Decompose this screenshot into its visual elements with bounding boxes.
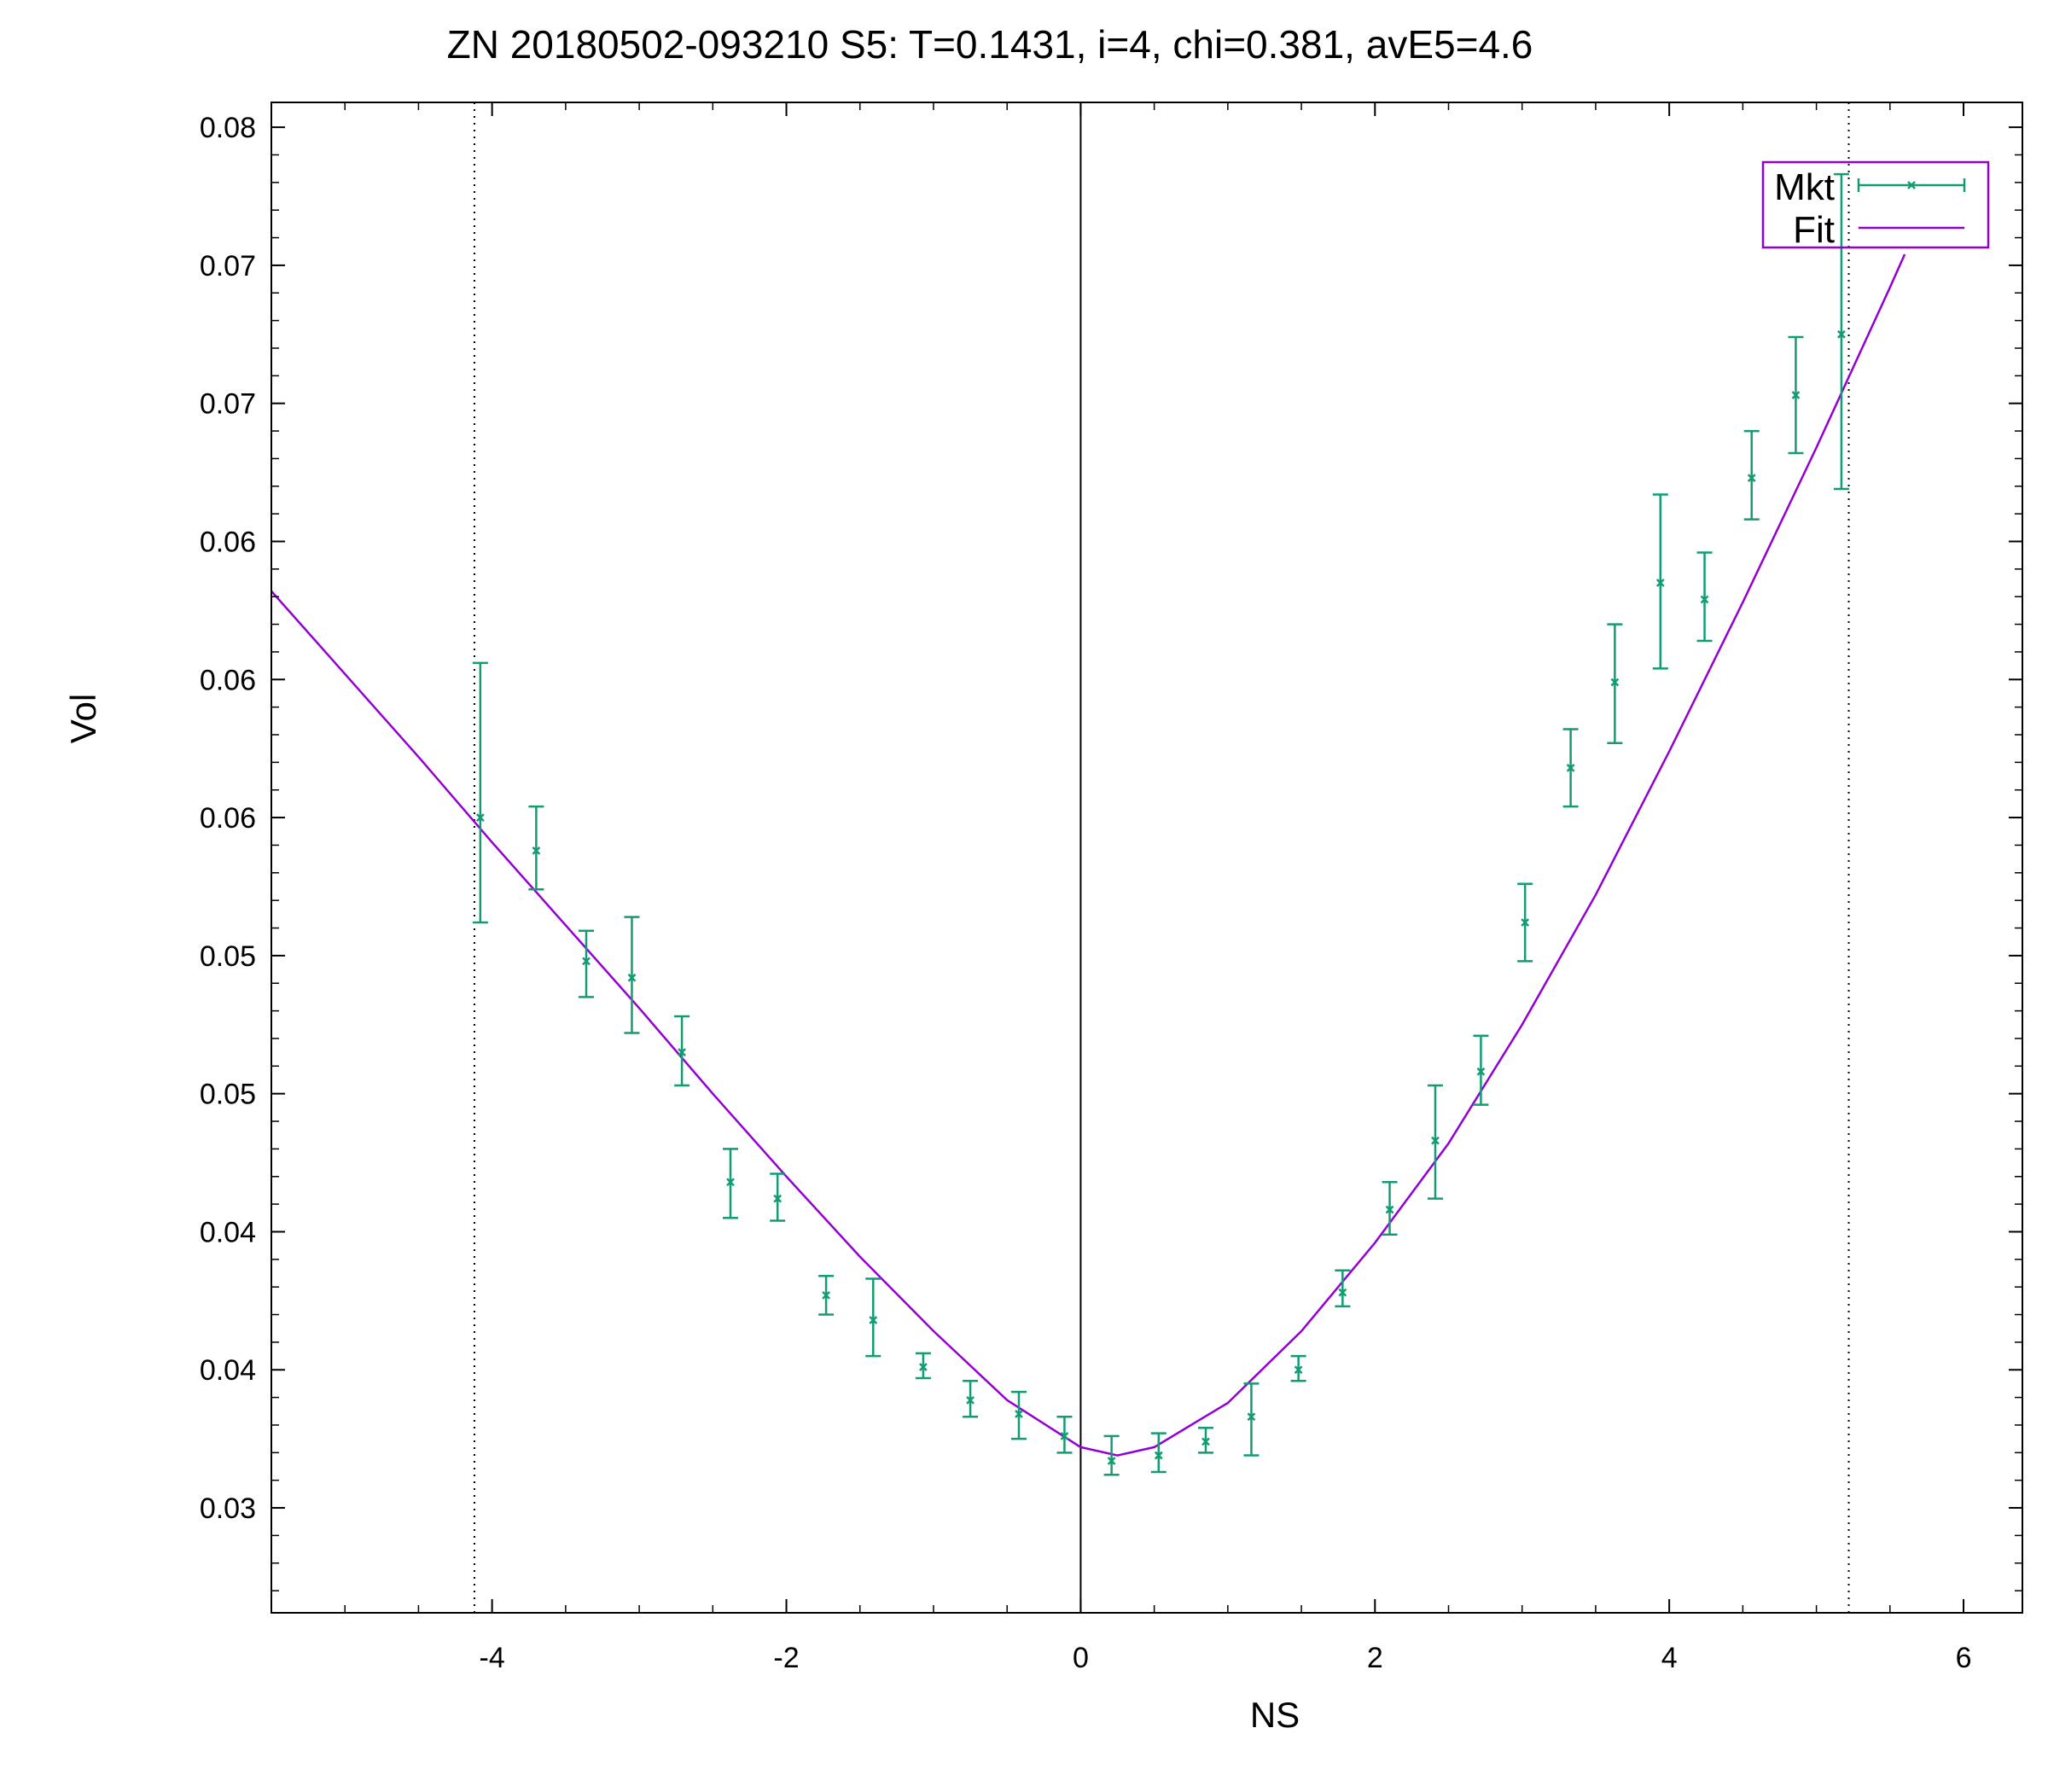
point-marker-b — [1431, 1136, 1440, 1145]
data-point — [528, 805, 544, 891]
plot-frame — [271, 102, 2023, 1614]
data-point — [1696, 551, 1713, 643]
point-marker-b — [1566, 763, 1575, 772]
data-point — [1833, 172, 1849, 491]
point-marker-b — [1791, 391, 1801, 399]
y-tick-label: 0.07 — [200, 388, 256, 421]
point-marker-b — [1060, 1432, 1069, 1440]
data-point — [1243, 1382, 1260, 1457]
point-marker-b — [1338, 1288, 1347, 1297]
data-point — [1382, 1180, 1398, 1236]
legend-mkt-marker-b — [1907, 181, 1916, 189]
point-marker-b — [1837, 329, 1846, 339]
x-tick-label: -2 — [773, 1642, 799, 1674]
point-marker-b — [1610, 678, 1620, 687]
x-axis-label: NS — [1250, 1695, 1300, 1735]
fit-layer — [271, 253, 1906, 1457]
point-marker-b — [726, 1178, 735, 1187]
point-marker-b — [1154, 1451, 1163, 1460]
point-marker-b — [532, 847, 541, 855]
point-marker-b — [1655, 579, 1665, 587]
market-points-layer — [472, 172, 1849, 1476]
point-marker-b — [966, 1395, 975, 1405]
y-tick-label: 0.07 — [200, 250, 256, 282]
y-tick-label: 0.03 — [200, 1492, 256, 1525]
point-marker-b — [1476, 1067, 1486, 1076]
point-marker-b — [919, 1363, 928, 1371]
data-point — [1427, 1084, 1443, 1200]
y-tick-label: 0.05 — [200, 1079, 256, 1111]
y-tick-label: 0.06 — [200, 526, 256, 558]
data-point — [1788, 335, 1804, 455]
x-tick-label: 6 — [1956, 1642, 1972, 1674]
point-marker-b — [582, 957, 591, 966]
point-marker-b — [1521, 918, 1530, 927]
legend-box — [1761, 160, 1990, 249]
y-tick-label: 0.04 — [200, 1354, 256, 1387]
point-marker-b — [1247, 1412, 1256, 1422]
data-point — [1010, 1390, 1027, 1440]
point-marker-b — [678, 1048, 686, 1057]
data-point — [624, 916, 640, 1034]
x-tick-label: -4 — [480, 1642, 505, 1674]
data-point — [1473, 1034, 1489, 1106]
point-marker-b — [475, 813, 485, 822]
point-marker-b — [1294, 1365, 1303, 1375]
legend: Mkt Fit — [1761, 160, 1990, 251]
data-point — [1290, 1354, 1306, 1382]
y-axis-label: Vol — [63, 694, 103, 743]
data-point — [1607, 623, 1623, 744]
data-point — [770, 1172, 786, 1222]
y-tick-label: 0.04 — [200, 1216, 256, 1248]
data-point — [723, 1148, 739, 1219]
point-marker-b — [1747, 474, 1756, 482]
y-tick-label: 0.05 — [200, 940, 256, 973]
point-marker-b — [869, 1316, 878, 1324]
data-point — [674, 1015, 690, 1087]
chart-title: ZN 20180502-093210 S5: T=0.1431, i=4, ch… — [447, 22, 1533, 67]
data-point — [1056, 1416, 1073, 1454]
fit-line — [271, 253, 1906, 1457]
point-marker-b — [1201, 1437, 1210, 1446]
data-point — [1197, 1426, 1213, 1454]
point-marker-b — [1385, 1205, 1394, 1214]
x-tick-label: 2 — [1367, 1642, 1383, 1674]
data-point — [1743, 429, 1760, 521]
reference-lines-layer — [473, 102, 1850, 1613]
point-marker-b — [627, 973, 637, 982]
legend-sample-mkt — [1857, 178, 1966, 192]
y-tick-label: 0.06 — [200, 664, 256, 696]
point-marker-b — [1015, 1410, 1023, 1418]
data-point — [1150, 1432, 1167, 1474]
data-point — [1652, 493, 1668, 670]
point-marker-b — [773, 1194, 783, 1203]
data-point — [1517, 882, 1533, 963]
y-tick-label: 0.08 — [200, 112, 256, 144]
data-point — [1335, 1269, 1351, 1308]
data-point — [865, 1277, 881, 1358]
point-marker-b — [1107, 1457, 1116, 1465]
x-tick-label: 0 — [1073, 1642, 1089, 1674]
y-tick-label: 0.06 — [200, 802, 256, 835]
data-point — [472, 661, 488, 924]
point-marker-b — [1700, 595, 1709, 604]
data-point — [818, 1274, 835, 1316]
x-tick-label: 4 — [1661, 1642, 1678, 1674]
point-marker-b — [822, 1290, 830, 1300]
legend-label-fit: Fit — [1793, 209, 1835, 251]
data-point — [579, 929, 595, 998]
data-point — [915, 1352, 931, 1380]
axes-layer: -4 -2 0 2 4 6 0.03 0.04 0.04 0.05 0.05 0.06 0.06 0.06… — [200, 102, 2023, 1674]
legend-label-mkt: Mkt — [1774, 166, 1835, 208]
data-point — [963, 1379, 979, 1418]
data-point — [1103, 1434, 1120, 1476]
data-point — [1562, 728, 1579, 808]
